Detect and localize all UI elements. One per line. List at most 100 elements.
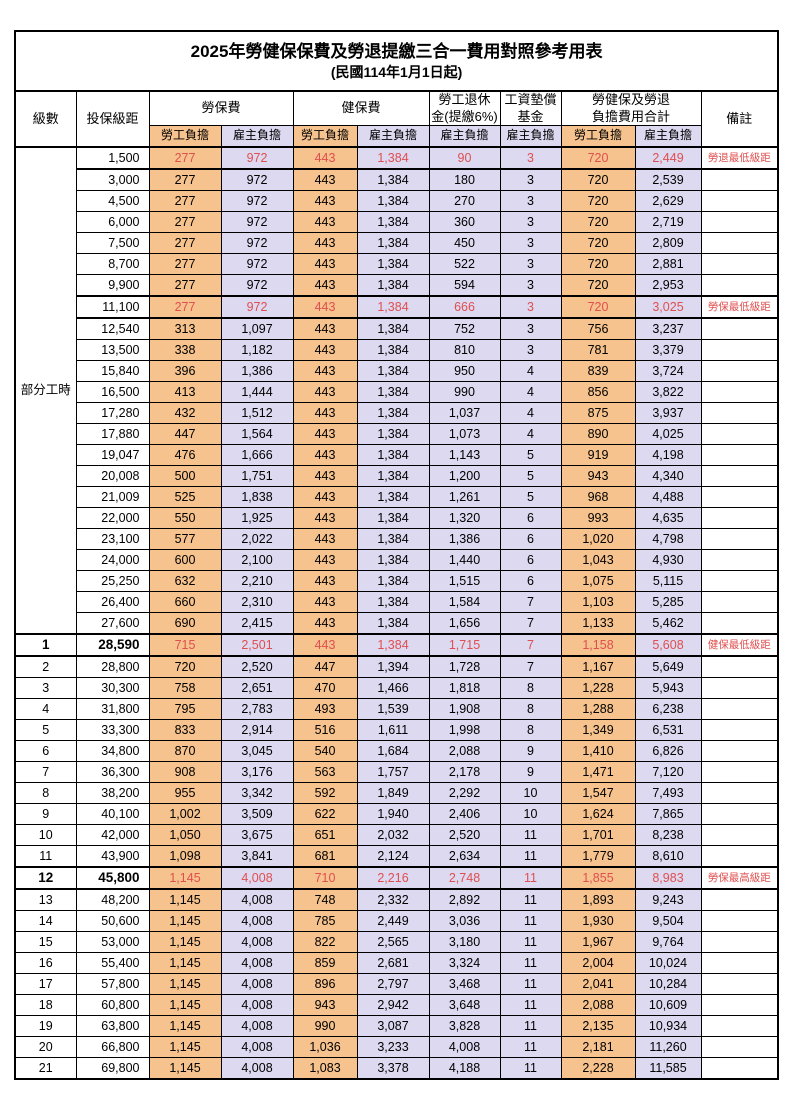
value-cell: 2,124 <box>356 845 430 868</box>
value-cell: 1,684 <box>356 740 430 762</box>
value-cell: 3,176 <box>220 761 294 783</box>
value-cell: 450 <box>428 232 501 254</box>
level-cell: 6 <box>14 740 77 762</box>
table-row: 20,008 500 1,751 443 1,384 1,200 5 943 4,340 <box>15 465 779 487</box>
value-cell: 413 <box>148 381 222 403</box>
table-row: 10 42,000 1,050 3,675 651 2,032 2,520 11 1,701 8,… <box>14 824 779 846</box>
value-cell: 6 <box>499 570 562 592</box>
value-cell: 1,384 <box>356 381 430 403</box>
value-cell: 4,008 <box>220 866 294 890</box>
value-cell: 758 <box>148 677 222 699</box>
value-cell: 1,394 <box>356 655 430 678</box>
value-cell: 447 <box>292 655 358 678</box>
table-row: 21 69,800 1,145 4,008 1,083 3,378 4,188 11 2,228… <box>14 1057 779 1080</box>
value-cell: 1,075 <box>560 570 636 592</box>
value-cell: 1,384 <box>356 317 430 340</box>
value-cell: 11 <box>499 994 562 1016</box>
table-row: 19,047 476 1,666 443 1,384 1,143 5 919 4,198 <box>15 444 779 466</box>
note-cell: 健保最低級距 <box>700 633 779 657</box>
value-cell: 1,384 <box>356 423 430 445</box>
value-cell: 972 <box>220 146 294 170</box>
table-row: 12 45,800 1,145 4,008 710 2,216 2,748 11 1,855 8,… <box>14 866 779 890</box>
note-cell <box>700 423 779 445</box>
value-cell: 592 <box>292 782 358 804</box>
value-cell: 7 <box>499 612 562 635</box>
level-cell: 19 <box>14 1015 77 1037</box>
part-time-group-label: 部分工時 <box>14 146 77 635</box>
table-row: 8 38,200 955 3,342 592 1,849 2,292 10 1,547 7,493 <box>14 782 779 804</box>
value-cell: 1,751 <box>220 465 294 487</box>
value-cell: 1,384 <box>356 591 430 613</box>
value-cell: 3,468 <box>428 973 501 995</box>
value-cell: 447 <box>148 423 222 445</box>
value-cell: 1,384 <box>356 146 430 170</box>
value-cell: 2,797 <box>356 973 430 995</box>
value-cell: 2,181 <box>560 1036 636 1058</box>
value-cell: 3 <box>499 211 562 233</box>
note-cell <box>700 719 779 741</box>
bracket-cell: 57,800 <box>75 973 150 995</box>
value-cell: 2,501 <box>220 633 294 657</box>
value-cell: 651 <box>292 824 358 846</box>
value-cell: 11 <box>499 845 562 868</box>
value-cell: 2,942 <box>356 994 430 1016</box>
table-row: 3 30,300 758 2,651 470 1,466 1,818 8 1,228 5,943 <box>14 677 779 699</box>
table-row: 4 31,800 795 2,783 493 1,539 1,908 8 1,288 6,238 <box>14 698 779 720</box>
col-header-labor-insurance: 勞保費 <box>148 90 294 126</box>
value-cell: 90 <box>428 146 501 170</box>
bracket-cell: 30,300 <box>75 677 150 699</box>
value-cell: 443 <box>292 633 358 657</box>
value-cell: 11 <box>499 910 562 932</box>
table-row: 12,540 313 1,097 443 1,384 752 3 756 3,237 <box>15 317 779 340</box>
value-cell: 1,384 <box>356 465 430 487</box>
table-row: 15,840 396 1,386 443 1,384 950 4 839 3,724 <box>15 360 779 382</box>
value-cell: 396 <box>148 360 222 382</box>
table-row: 17 57,800 1,145 4,008 896 2,797 3,468 11 2,041 10… <box>14 973 779 995</box>
value-cell: 11 <box>499 1036 562 1058</box>
value-cell: 1,384 <box>356 444 430 466</box>
value-cell: 313 <box>148 317 222 340</box>
table-row: 17,880 447 1,564 443 1,384 1,073 4 890 4,025 <box>15 423 779 445</box>
value-cell: 972 <box>220 168 294 191</box>
value-cell: 432 <box>148 402 222 424</box>
value-cell: 443 <box>292 253 358 275</box>
note-cell <box>700 973 779 995</box>
bracket-cell: 13,500 <box>75 339 150 361</box>
level-cell: 3 <box>14 677 77 699</box>
table-row: 5 33,300 833 2,914 516 1,611 1,998 8 1,349 6,531 <box>14 719 779 741</box>
bracket-cell: 50,600 <box>75 910 150 932</box>
value-cell: 4,008 <box>220 1036 294 1058</box>
value-cell: 785 <box>292 910 358 932</box>
value-cell: 3,087 <box>356 1015 430 1037</box>
value-cell: 1,145 <box>148 1015 222 1037</box>
value-cell: 443 <box>292 232 358 254</box>
table-row: 11 43,900 1,098 3,841 681 2,124 2,634 11 1,779 8,… <box>14 845 779 868</box>
value-cell: 2,953 <box>634 274 702 297</box>
value-cell: 1,261 <box>428 486 501 508</box>
value-cell: 810 <box>428 339 501 361</box>
col-header-total: 勞健保及勞退 負擔費用合計 <box>560 90 702 126</box>
value-cell: 919 <box>560 444 636 466</box>
value-cell: 1,145 <box>148 888 222 911</box>
note-cell <box>700 570 779 592</box>
subheader-health-employee: 勞工負擔 <box>292 125 358 148</box>
value-cell: 4,008 <box>220 994 294 1016</box>
value-cell: 563 <box>292 761 358 783</box>
value-cell: 11 <box>499 973 562 995</box>
value-cell: 896 <box>292 973 358 995</box>
value-cell: 3 <box>499 295 562 319</box>
value-cell: 4,008 <box>220 888 294 911</box>
value-cell: 3 <box>499 339 562 361</box>
bracket-cell: 1,500 <box>75 146 150 170</box>
value-cell: 1,145 <box>148 866 222 890</box>
value-cell: 2,449 <box>356 910 430 932</box>
value-cell: 950 <box>428 360 501 382</box>
value-cell: 443 <box>292 507 358 529</box>
value-cell: 3,724 <box>634 360 702 382</box>
level-cell: 12 <box>14 866 77 890</box>
value-cell: 4,488 <box>634 486 702 508</box>
value-cell: 972 <box>220 190 294 212</box>
value-cell: 550 <box>148 507 222 529</box>
value-cell: 1,998 <box>428 719 501 741</box>
value-cell: 11 <box>499 1057 562 1080</box>
